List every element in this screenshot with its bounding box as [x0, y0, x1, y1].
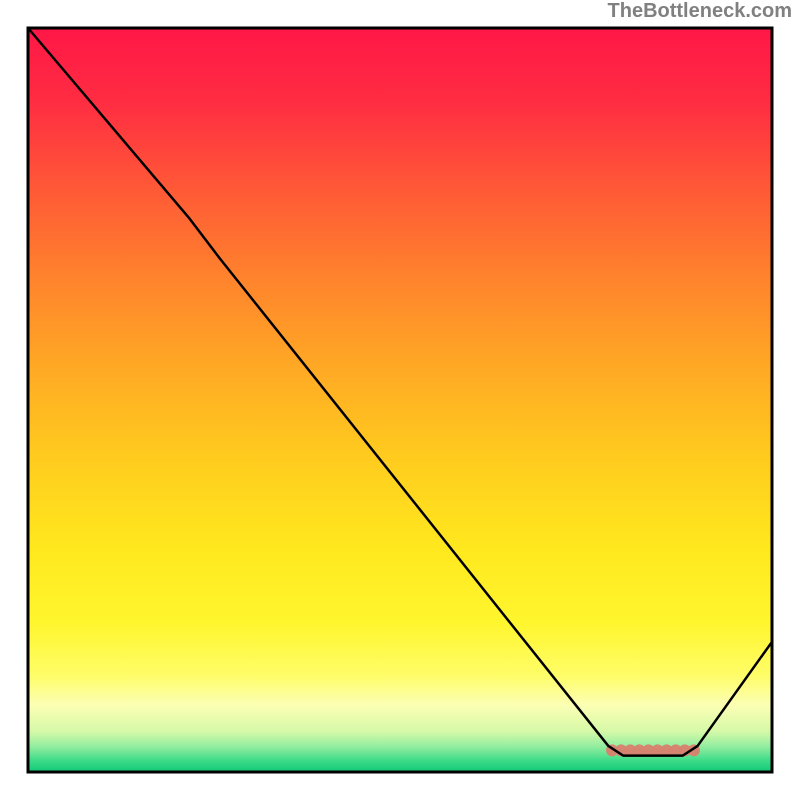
chart-root: TheBottleneck.com	[0, 0, 800, 800]
plot-background	[28, 28, 772, 772]
chart-svg	[0, 0, 800, 800]
watermark-text: TheBottleneck.com	[608, 0, 792, 23]
plot-group	[28, 28, 772, 772]
